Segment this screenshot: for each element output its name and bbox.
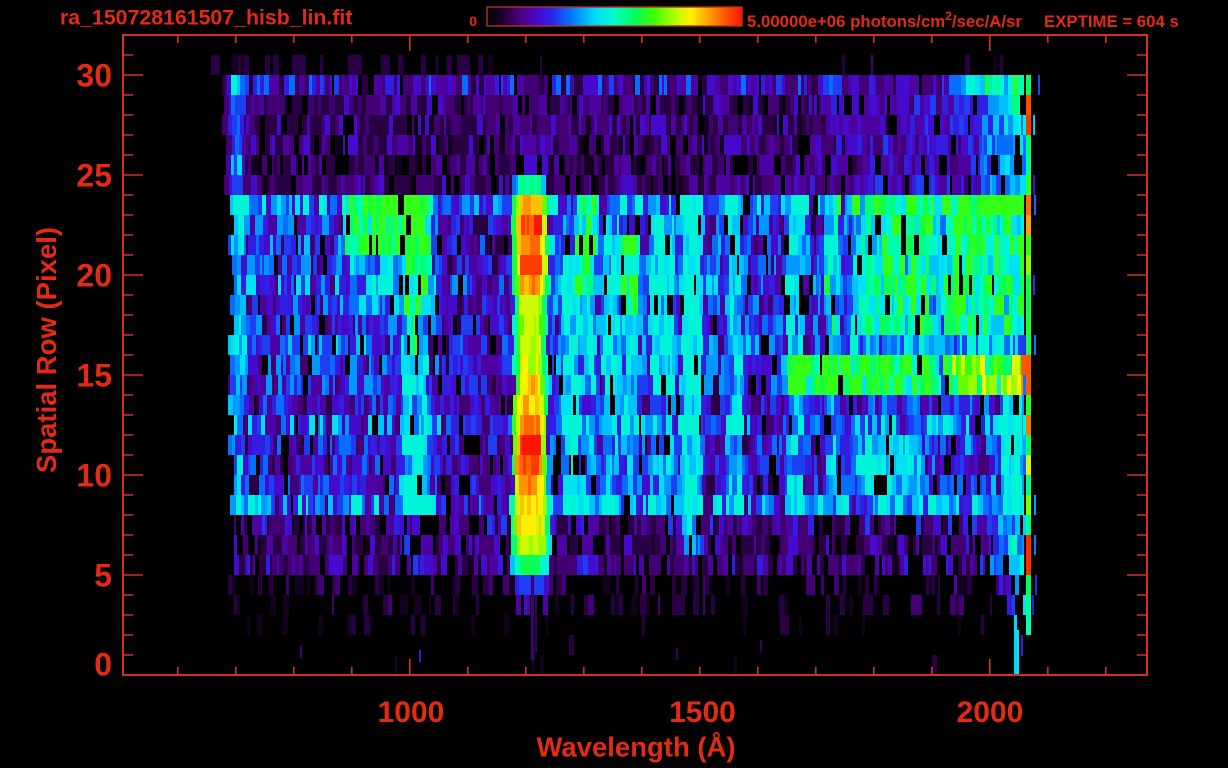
svg-text:25: 25 xyxy=(76,158,112,194)
svg-text:ra_150728161507_hisb_lin.fit: ra_150728161507_hisb_lin.fit xyxy=(60,6,352,30)
svg-text:15: 15 xyxy=(76,358,112,394)
svg-text:20: 20 xyxy=(76,258,112,294)
svg-text:Wavelength (Å): Wavelength (Å) xyxy=(536,732,735,763)
svg-text:EXPTIME = 604 s: EXPTIME = 604 s xyxy=(1044,12,1179,31)
svg-text:1000: 1000 xyxy=(378,696,445,729)
svg-text:1500: 1500 xyxy=(669,696,736,729)
svg-text:2000: 2000 xyxy=(957,696,1024,729)
svg-text:5.00000e+06 photons/cm2/sec/A/: 5.00000e+06 photons/cm2/sec/A/sr xyxy=(747,9,1022,31)
svg-text:30: 30 xyxy=(76,58,112,94)
svg-text:Spatial Row (Pixel): Spatial Row (Pixel) xyxy=(31,227,62,473)
svg-text:5: 5 xyxy=(94,558,112,594)
svg-text:10: 10 xyxy=(76,458,112,494)
svg-text:0: 0 xyxy=(94,647,112,683)
svg-text:0: 0 xyxy=(469,13,477,29)
